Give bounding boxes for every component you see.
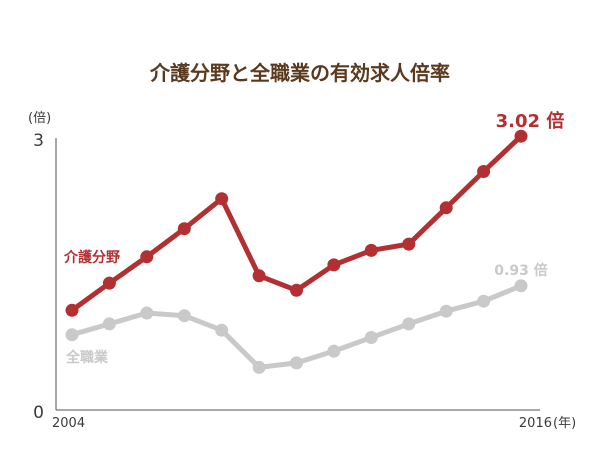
- data-point-all: [327, 344, 341, 358]
- x-tick-end: 2016: [519, 416, 552, 431]
- data-point-kaigo: [102, 276, 116, 290]
- y-tick-min: 0: [33, 403, 44, 423]
- data-point-all: [290, 356, 303, 370]
- data-point-all: [477, 294, 491, 308]
- series-line-all: [69, 283, 524, 370]
- data-point-kaigo: [402, 237, 416, 251]
- data-point-kaigo: [140, 250, 154, 264]
- data-point-kaigo: [514, 129, 528, 143]
- data-point-all: [102, 317, 116, 331]
- y-tick-max: 3: [33, 131, 44, 151]
- series-label-kaigo: 介護分野: [63, 249, 120, 266]
- data-point-kaigo: [439, 201, 453, 215]
- y-axis-unit: (倍): [28, 111, 51, 126]
- data-point-all: [140, 306, 154, 320]
- data-point-kaigo: [215, 192, 229, 206]
- series-kaigo: [65, 129, 528, 317]
- data-point-all: [252, 360, 266, 374]
- data-point-all: [364, 331, 378, 344]
- data-point-kaigo: [65, 303, 79, 317]
- data-point-kaigo: [327, 258, 341, 272]
- series-all: [65, 279, 528, 374]
- x-axis-unit: (年): [553, 416, 576, 431]
- data-point-kaigo: [290, 283, 303, 297]
- data-point-kaigo: [252, 269, 266, 283]
- data-point-all: [514, 279, 528, 293]
- chart-title: 介護分野と全職業の有効求人倍率: [149, 61, 450, 85]
- x-tick-start: 2004: [52, 416, 85, 431]
- series-label-all: 全職業: [65, 349, 109, 366]
- data-point-all: [177, 309, 191, 323]
- data-point-all: [402, 317, 416, 331]
- data-point-kaigo: [364, 243, 378, 257]
- data-point-all: [215, 323, 229, 337]
- series-layer: [65, 129, 528, 374]
- data-point-kaigo: [177, 222, 191, 236]
- end-value-label-all: 0.93 倍: [494, 262, 547, 279]
- data-point-all: [65, 328, 79, 342]
- end-value-label-kaigo: 3.02 倍: [496, 110, 565, 132]
- data-point-kaigo: [477, 165, 491, 178]
- data-point-all: [439, 304, 453, 318]
